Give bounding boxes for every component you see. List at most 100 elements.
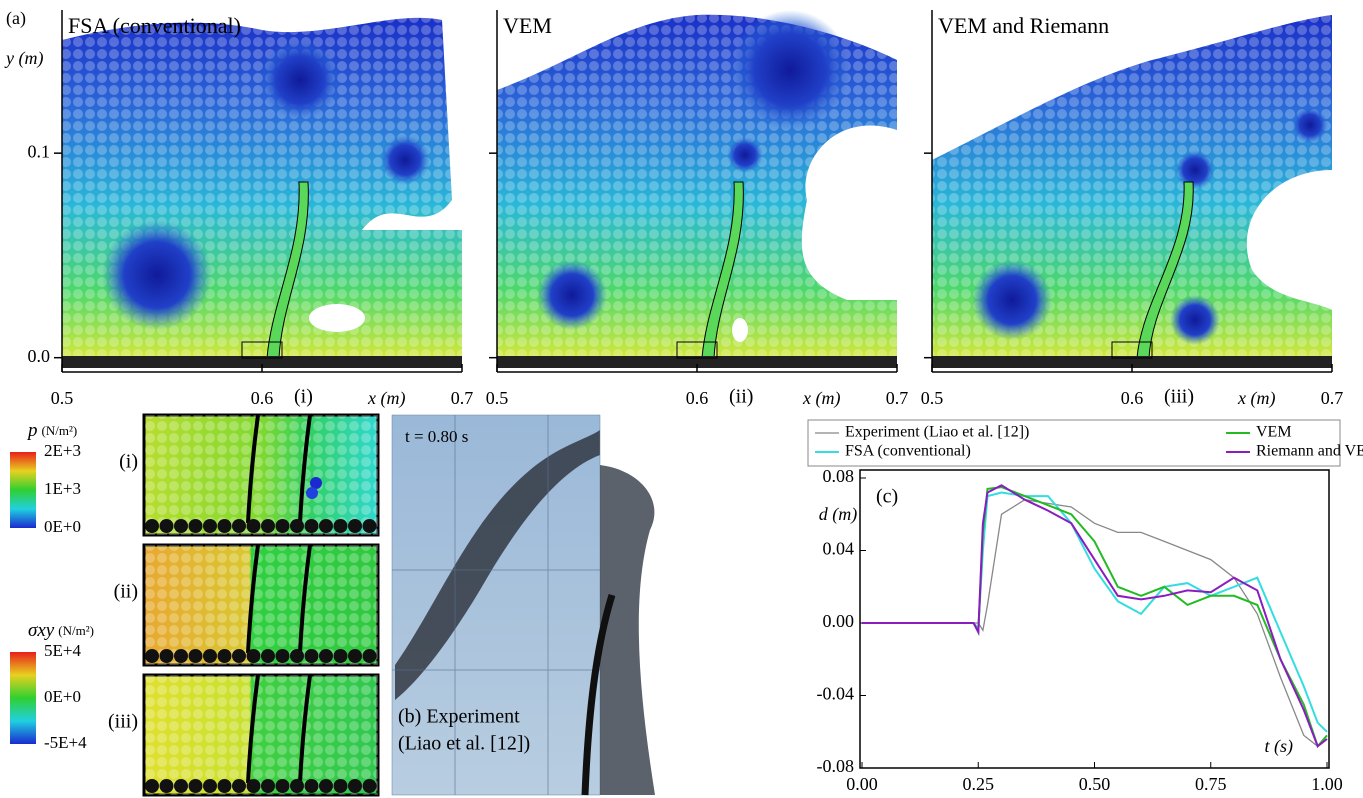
x-tick-label: 0.25 (963, 774, 995, 794)
wall-particle (203, 779, 217, 793)
y-tick-label: 0.1 (28, 141, 51, 161)
colorbar-label: 5E+4 (44, 641, 81, 660)
wall-particle (159, 779, 174, 793)
vortex (260, 40, 340, 120)
wall-particle (159, 649, 174, 663)
x-axis-label: x (m) (367, 388, 405, 409)
plate-edge (298, 414, 312, 524)
legend-box (807, 419, 1341, 467)
elastic-plate (701, 181, 744, 359)
vortex (1175, 150, 1215, 190)
particle-low (306, 487, 318, 499)
wall-particle (362, 519, 377, 533)
wall-particle (362, 779, 377, 793)
series-line (862, 491, 1328, 733)
experiment-photo (392, 415, 600, 795)
inset-box (241, 341, 283, 359)
colorbar-title: σxy (N/m²) (28, 620, 94, 641)
vortex (102, 220, 212, 330)
wall-particle (188, 779, 203, 793)
x-tick-label: 0.6 (251, 388, 274, 408)
wall-particle (304, 649, 319, 663)
panel-label: (ii) (729, 386, 753, 408)
particle-low (310, 477, 322, 489)
colorbar (10, 452, 36, 528)
x-tick-label: 0.5 (486, 388, 509, 408)
wall-particle (333, 519, 348, 533)
wall-particle (304, 779, 319, 793)
wall-particle (290, 519, 304, 533)
photo-grid (392, 415, 600, 795)
colorbar-label: 0E+0 (44, 517, 81, 536)
inset-box (676, 341, 718, 359)
wall-particle (261, 519, 275, 533)
photo-water-right (600, 465, 655, 795)
beam-photo (581, 593, 616, 796)
figure-label: (a) (6, 8, 26, 29)
wall-particle (261, 649, 275, 663)
wall-particle (304, 519, 319, 533)
wall-particle (319, 519, 333, 533)
plate-edge (246, 414, 260, 524)
legend-label: FSA (conventional) (845, 443, 971, 460)
vortex (380, 135, 430, 185)
ground-particles (497, 356, 897, 368)
inset-particles (144, 415, 378, 535)
colorbar-unit: (N/m²) (58, 623, 94, 638)
x-tick-label: 0.6 (686, 388, 709, 408)
wall-particle (232, 519, 246, 533)
x-axis-label: t (s) (1265, 736, 1294, 757)
inset-label: (ii) (114, 581, 138, 603)
wall-particle (290, 649, 304, 663)
series-line (862, 499, 1328, 748)
vortex (730, 10, 850, 130)
colorbar-label: 1E+3 (44, 479, 81, 498)
y-axis-label: d (m) (819, 504, 858, 525)
wall-particle (275, 649, 290, 663)
wall-particle (232, 779, 246, 793)
panel-title: FSA (conventional) (68, 13, 241, 38)
photo-source: (Liao et al. [12]) (398, 733, 530, 755)
y-tick-label: -0.04 (817, 684, 855, 704)
wall-particle (232, 649, 246, 663)
wall-particle (246, 519, 261, 533)
vortex (972, 260, 1052, 340)
x-tick-label: 0.5 (51, 388, 74, 408)
vortex (1170, 295, 1220, 345)
x-tick-label: 0.7 (886, 388, 909, 408)
legend-label: Riemann and VEM (1256, 443, 1363, 460)
legend-label: Experiment (Liao et al. [12]) (845, 424, 1029, 441)
vortex (727, 137, 763, 173)
y-tick-label: 0.0 (28, 346, 51, 366)
x-tick-label: 0.00 (846, 774, 878, 794)
panel-label: (iii) (1164, 386, 1194, 408)
y-tick-label: 0.08 (823, 466, 855, 486)
wall-particle (275, 779, 290, 793)
colorbar-label: 0E+0 (44, 687, 81, 706)
x-tick-label: 0.5 (921, 388, 944, 408)
wall-particle (145, 779, 159, 793)
inset-label: (iii) (108, 711, 138, 733)
plate-edge (246, 674, 260, 784)
colorbar (10, 652, 36, 744)
wall-particle (333, 649, 348, 663)
wall-particle (319, 649, 333, 663)
series-line (862, 486, 1328, 749)
panel-title: VEM (503, 13, 552, 38)
colorbar-label: 2E+3 (44, 441, 81, 460)
wall-particle (174, 519, 188, 533)
colorbar-title: p (N/m²) (26, 420, 77, 441)
wall-particle (290, 779, 304, 793)
inset-particles (144, 675, 378, 795)
wall-particle (333, 779, 348, 793)
wall-particle (348, 649, 362, 663)
plate-edge (298, 544, 312, 654)
inset-particles (144, 545, 378, 665)
chart-title: (c) (876, 486, 898, 508)
elastic-plate (1136, 181, 1194, 359)
plate-edge (246, 544, 260, 654)
water-jet (395, 430, 600, 700)
wall-particle (348, 519, 362, 533)
wall-particle (261, 779, 275, 793)
